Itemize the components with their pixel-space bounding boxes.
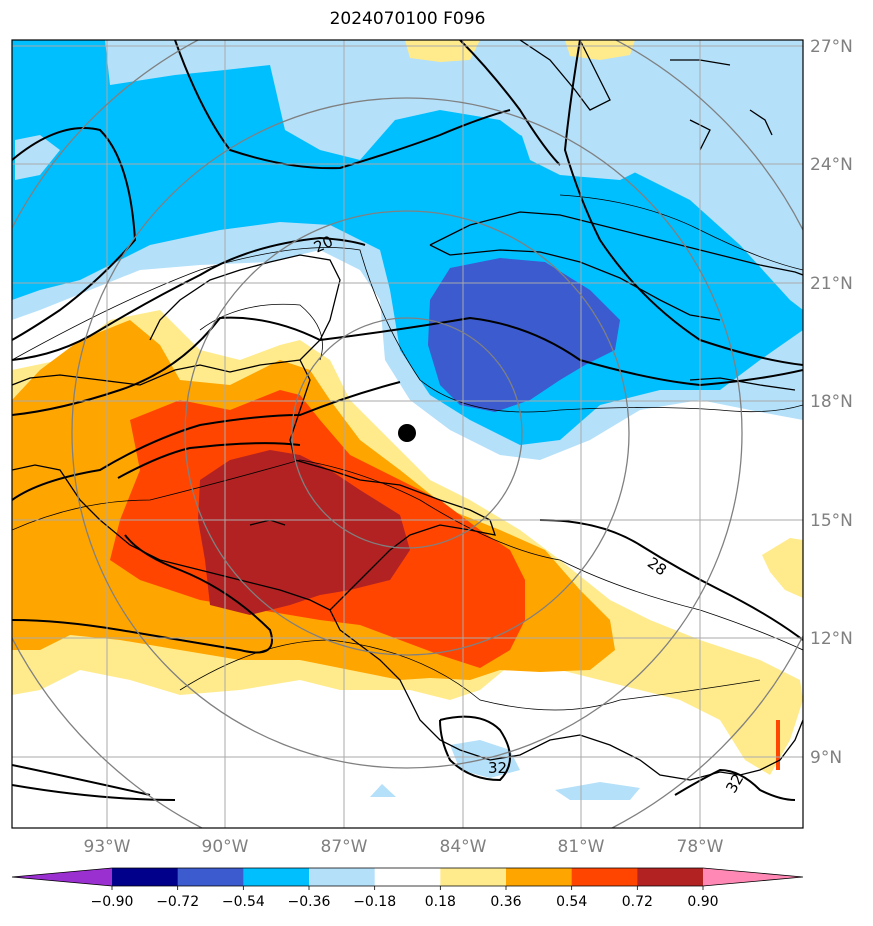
- colorbar-tick-label: −0.36: [288, 894, 331, 910]
- lon-tick-label: 90°W: [202, 837, 249, 857]
- lat-tick-label: 12°N: [810, 629, 853, 649]
- map-area: 20 28 32 32: [12, 40, 803, 828]
- latitude-labels: 27°N 24°N 21°N 18°N 15°N 12°N 9°N: [810, 37, 853, 768]
- colorbar-tick-label: −0.72: [156, 894, 199, 910]
- colorbar-tick-label: 0.18: [425, 894, 456, 910]
- longitude-labels: 93°W 90°W 87°W 84°W 81°W 78°W: [84, 837, 724, 857]
- storm-center-marker: [398, 424, 416, 442]
- map-title: 2024070100 F096: [329, 9, 486, 29]
- colorbar-tick-label: 0.72: [622, 894, 653, 910]
- colorbar-tick-label: 0.54: [556, 894, 587, 910]
- lat-tick-label: 18°N: [810, 392, 853, 412]
- lon-tick-label: 84°W: [440, 837, 487, 857]
- colorbar-tick-label: 0.36: [490, 894, 521, 910]
- colorbar-tick-label: 0.90: [687, 894, 718, 910]
- colorbar-segment: [309, 868, 376, 886]
- positive-anomaly-field: [12, 40, 803, 775]
- colorbar-segment: [637, 868, 704, 886]
- graticule: [12, 40, 803, 828]
- map-frame: [11, 39, 804, 829]
- range-rings: [12, 40, 803, 828]
- colorbar: −0.90 −0.72 −0.54 −0.36 −0.18 0.18 0.36 0.54 0.7…: [11, 867, 804, 910]
- colorbar-tick-label: −0.18: [353, 894, 396, 910]
- thick-contours: [12, 40, 803, 801]
- lat-tick-label: 9°N: [810, 748, 842, 768]
- coastlines: [12, 40, 803, 781]
- colorbar-segment: [440, 868, 507, 886]
- lon-tick-label: 78°W: [677, 837, 724, 857]
- lon-tick-label: 81°W: [558, 837, 605, 857]
- colorbar-segment: [112, 868, 179, 886]
- colorbar-tick-label: −0.90: [91, 894, 134, 910]
- colorbar-segment: [571, 868, 638, 886]
- colorbar-extend-low: [12, 868, 112, 886]
- colorbar-extend-high: [703, 868, 803, 886]
- colorbar-segment: [243, 868, 310, 886]
- colorbar-tick-label: −0.54: [222, 894, 265, 910]
- colorbar-segment: [506, 868, 573, 886]
- colorbar-segment: [177, 868, 244, 886]
- lat-tick-label: 21°N: [810, 274, 853, 294]
- lat-tick-label: 15°N: [810, 511, 853, 531]
- lon-tick-label: 93°W: [84, 837, 131, 857]
- contour-label: 32: [488, 759, 507, 777]
- lon-tick-label: 87°W: [321, 837, 368, 857]
- lat-tick-label: 24°N: [810, 155, 853, 175]
- colorbar-segment: [374, 868, 441, 886]
- lat-tick-label: 27°N: [810, 37, 853, 57]
- negative-anomaly-field: [12, 40, 803, 800]
